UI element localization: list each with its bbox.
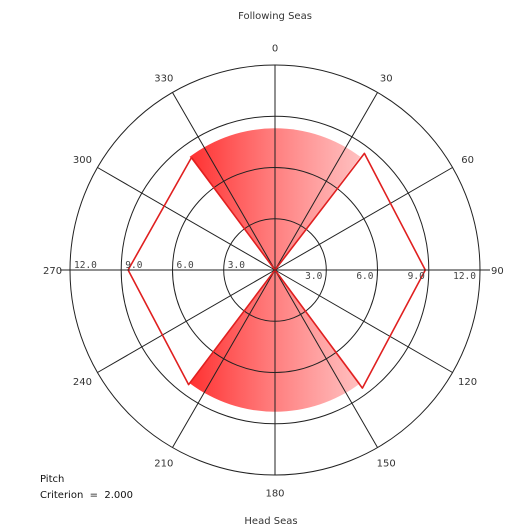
polar-outline: [127, 152, 427, 389]
spoke-210: [172, 269, 276, 448]
radial-tick-label-right: 6.0: [356, 271, 373, 282]
spoke-330: [172, 92, 276, 271]
bearing-label-30: 30: [380, 73, 393, 84]
criterion-outline: [127, 152, 427, 389]
bearing-label-270: 270: [43, 266, 62, 277]
radial-tick-label-left: 3.0: [228, 260, 245, 271]
bearing-label-0: 0: [272, 44, 278, 55]
criterion-name: Pitch: [40, 474, 65, 485]
radial-tick-label-left: 12.0: [74, 260, 97, 271]
top-label: Following Seas: [238, 11, 312, 22]
criterion-value: Criterion = 2.000: [40, 490, 134, 501]
spoke-30: [274, 92, 378, 271]
bearing-label-120: 120: [458, 377, 477, 388]
radial-tick-label-left: 6.0: [177, 260, 194, 271]
bearing-label-210: 210: [154, 459, 173, 470]
bottom-label: Head Seas: [244, 516, 297, 527]
bearing-label-150: 150: [377, 459, 396, 470]
spoke-120: [274, 269, 453, 373]
spoke-240: [97, 269, 276, 373]
spoke-60: [274, 167, 453, 271]
spoke-150: [274, 269, 378, 448]
bearing-label-300: 300: [73, 155, 92, 166]
bearing-label-90: 90: [491, 266, 504, 277]
bearing-label-60: 60: [461, 155, 474, 166]
radial-tick-labels: 3.0 3.0 6.0 6.0 9.0 9.0 12.0 12.0: [74, 260, 476, 282]
bearing-labels: 0 30 60 90 120 150 180 210 240 270 300 330: [43, 44, 504, 500]
radial-tick-label-left: 9.0: [125, 260, 142, 271]
radial-tick-label-right: 3.0: [305, 271, 322, 282]
radial-tick-label-right: 9.0: [408, 271, 425, 282]
bearing-label-330: 330: [154, 73, 173, 84]
bearing-label-240: 240: [73, 377, 92, 388]
radial-tick-label-right: 12.0: [453, 271, 476, 282]
bearing-label-180: 180: [265, 488, 284, 499]
spoke-300: [97, 167, 276, 271]
